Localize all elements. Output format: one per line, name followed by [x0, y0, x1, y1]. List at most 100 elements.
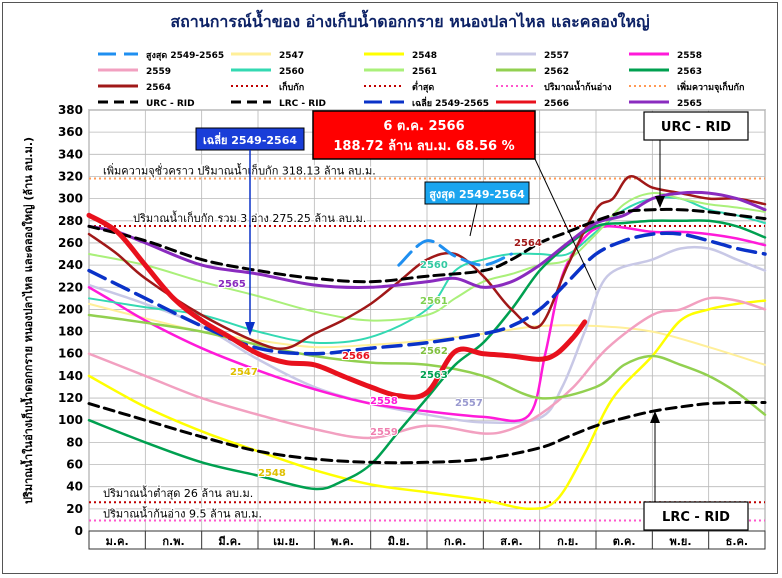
series-inline-label: 2548 [258, 468, 286, 479]
y-tick-label: 180 [58, 325, 83, 339]
max-callout-pointer [469, 203, 478, 237]
series-line-2561 [88, 192, 766, 322]
chart-title: สถานการณ์น้ำของ อ่างเก็บน้ำดอกกราย หนองป… [170, 12, 650, 31]
series-line-2565 [87, 190, 767, 289]
legend-label: เก็บกัก [279, 80, 304, 93]
y-tick-label: 200 [58, 302, 83, 316]
legend-label: 2561 [412, 67, 437, 77]
series [86, 175, 767, 511]
series-inline-label: 2560 [420, 260, 448, 271]
series-line-2548 [87, 299, 767, 511]
y-tick-label: 280 [58, 214, 83, 228]
lrc-arrowhead [650, 411, 660, 423]
y-tick-label: 100 [58, 413, 83, 427]
series-line-LRC-RID [87, 400, 767, 465]
lrc-box-label: LRC - RID [662, 510, 730, 525]
y-tick-label: 160 [58, 347, 83, 361]
avg-callout-label: เฉลี่ย 2549-2564 [203, 132, 297, 147]
legend-label: 2547 [279, 51, 304, 61]
legend-label: 2562 [544, 67, 569, 77]
legend-label: สูงสุด 2549-2565 [146, 51, 224, 61]
y-tick-label: 120 [58, 391, 83, 405]
y-tick-label: 360 [58, 125, 83, 139]
series-inline-label: 2559 [370, 427, 398, 438]
legend-label: ปริมาณน้ำก้นอ่าง [544, 80, 612, 93]
x-tick-label: พ.ค. [331, 535, 354, 548]
series-inline-label: 2562 [420, 346, 448, 357]
legend-label: เพิ่มความจุเก็บกัก [677, 80, 744, 93]
legend-label: 2559 [146, 67, 171, 77]
y-tick-label: 80 [66, 435, 83, 449]
series-inline-label: 2563 [420, 370, 448, 381]
y-tick-label: 20 [66, 502, 83, 516]
y-tick-label: 260 [58, 236, 83, 250]
lrc-box [643, 501, 749, 531]
legend-label: 2563 [677, 67, 702, 77]
series-inline-label: 2558 [370, 396, 398, 407]
x-tick-label: ก.พ. [162, 535, 184, 548]
x-tick-label: ส.ค. [500, 535, 522, 548]
legend-label: 2566 [544, 99, 569, 109]
legend-label: 2557 [544, 51, 569, 61]
series-line-2549-2565 [397, 239, 513, 267]
current-value-box [312, 110, 536, 160]
urc-box [643, 111, 749, 141]
y-tick-label: 340 [58, 147, 83, 161]
series-line-2558 [87, 224, 767, 423]
avg-callout-arrowhead [245, 322, 255, 336]
axes: 0 20 40 60 80 100 120 140 160 180 200 220 240 260 280 3… [20, 103, 766, 550]
x-tick-label: ต.ค. [613, 535, 636, 548]
series-inline-label: 2566 [342, 351, 370, 362]
x-tick-label: ธ.ค. [726, 535, 748, 548]
urc-arrowhead [655, 196, 665, 208]
current-date-label: 6 ต.ค. 2566 [383, 119, 464, 134]
legend-label: 2565 [677, 99, 702, 109]
y-tick-label: 0 [75, 524, 83, 538]
series-line-2557 [87, 245, 767, 425]
reference-label: ปริมาณน้ำต่ำสุด 26 ล้าน ลบ.ม. [103, 485, 253, 500]
series-inline-label: 2565 [218, 279, 246, 290]
x-tick-label: ก.ย. [557, 535, 578, 548]
reference-label: ปริมาณน้ำก้นอ่าง 9.5 ล้าน ลบ.ม. [103, 505, 262, 520]
y-tick-label: 380 [58, 103, 83, 117]
legend-label: URC - RID [146, 99, 195, 109]
legend-label: 2548 [412, 51, 437, 61]
y-tick-label: 60 [66, 458, 83, 472]
legend-label: ต่ำสุด [412, 80, 434, 93]
y-tick-label: 300 [58, 192, 83, 206]
legend-label: 2560 [279, 67, 304, 77]
series-line-2563 [87, 219, 767, 491]
y-tick-label: 240 [58, 258, 83, 272]
y-tick-label: 320 [58, 169, 83, 183]
x-tick-label: ม.ค. [106, 535, 129, 548]
x-tick-label: พ.ย. [669, 535, 691, 548]
legend-label: 2558 [677, 51, 702, 61]
series-inline-label: 2557 [455, 398, 483, 409]
y-axis-title: ปริมาณน้ำในอ่างเก็บน้ำดอกกราย หนองปลาไหล… [20, 137, 35, 504]
legend-label: LRC - RID [279, 99, 326, 109]
legend-label: เฉลี่ย 2549-2565 [412, 96, 489, 109]
x-tick-label: มี.ค. [218, 535, 241, 548]
series-line-2549-2565 [87, 231, 767, 356]
series-line-2566 [86, 212, 588, 400]
series-inline-label: 2564 [514, 238, 542, 249]
y-tick-label: 40 [66, 480, 83, 494]
current-value-label: 188.72 ล้าน ลบ.ม. 68.56 % [333, 138, 514, 154]
series-inline-label: 2561 [420, 296, 448, 307]
x-tick-label: เม.ย. [273, 535, 299, 548]
reference-label: เพิ่มความจุชั่วคราว ปริมาณน้ำเก็บกัก 318… [103, 163, 376, 178]
urc-box-label: URC - RID [661, 120, 731, 135]
y-tick-label: 220 [58, 280, 83, 294]
legend-label: 2564 [146, 83, 171, 93]
current-value-pointer [534, 158, 597, 291]
x-tick-label: มิ.ย. [388, 535, 410, 548]
annotations: 6 ต.ค. 2566 188.72 ล้าน ลบ.ม. 68.56 % เฉลี… [195, 110, 749, 531]
legend: สูงสุด 2549-2565 2547 2548 2557 2558 2559 2560… [98, 51, 744, 109]
series-line-2559 [87, 296, 767, 440]
y-tick-label: 140 [58, 369, 83, 383]
series-inline-label: 2547 [230, 367, 258, 378]
series-line-URC-RID [87, 207, 767, 284]
x-tick-label: ก.ค. [444, 535, 466, 548]
max-callout-label: สูงสุด 2549-2564 [429, 188, 525, 202]
